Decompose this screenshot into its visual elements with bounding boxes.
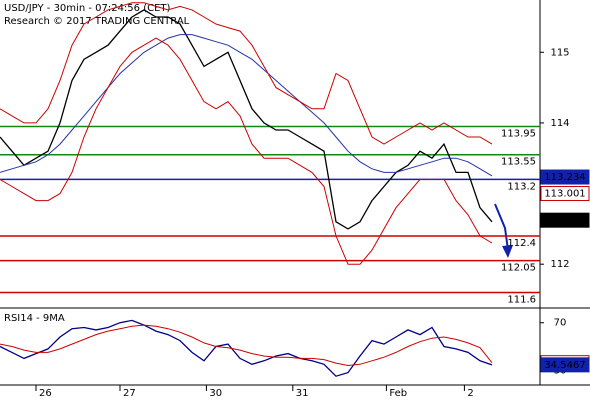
x-tick-label: 30 [209,388,222,399]
series-line [0,37,493,265]
series-line [0,9,493,230]
value-tag-label: 34.5467 [544,360,585,371]
x-tick-label: 2 [467,388,473,399]
series-line [0,2,493,145]
value-tag-label: 112.623 [544,215,585,226]
level-label: 113.55 [501,157,536,168]
y-tick-label: 115 [550,47,569,58]
chart-subtitle: Research © 2017 TRADING CENTRAL [4,16,190,27]
level-label: 113.95 [501,128,536,139]
value-tag [540,357,590,373]
level-label: 111.6 [507,294,536,305]
level-label: 113.2 [507,181,536,192]
chart-title: USD/JPY - 30min - 07:24:56 (CET) [4,3,171,14]
value-tag [540,212,590,228]
level-label: 112.05 [501,263,536,274]
rsi-title: RSI14 - 9MA [4,313,65,324]
value-tag-label: 113.001 [544,188,585,199]
level-label: 112.4 [507,238,536,249]
series-line [0,319,493,377]
y-tick-label: 70 [554,318,567,329]
x-tick-label: 26 [39,388,52,399]
series-line [0,34,493,177]
value-tag-label: 113.234 [544,172,585,183]
forecast-arrow-head [502,245,513,258]
y-tick-label: 112 [550,259,569,270]
value-tag [540,169,590,185]
x-tick-label: Feb [389,388,407,399]
y-tick-label: 114 [550,118,569,129]
forecast-arrow [494,203,509,251]
series-line [0,324,493,367]
x-tick-label: 27 [123,388,136,399]
value-tag [540,185,590,201]
x-tick-label: 31 [296,388,309,399]
